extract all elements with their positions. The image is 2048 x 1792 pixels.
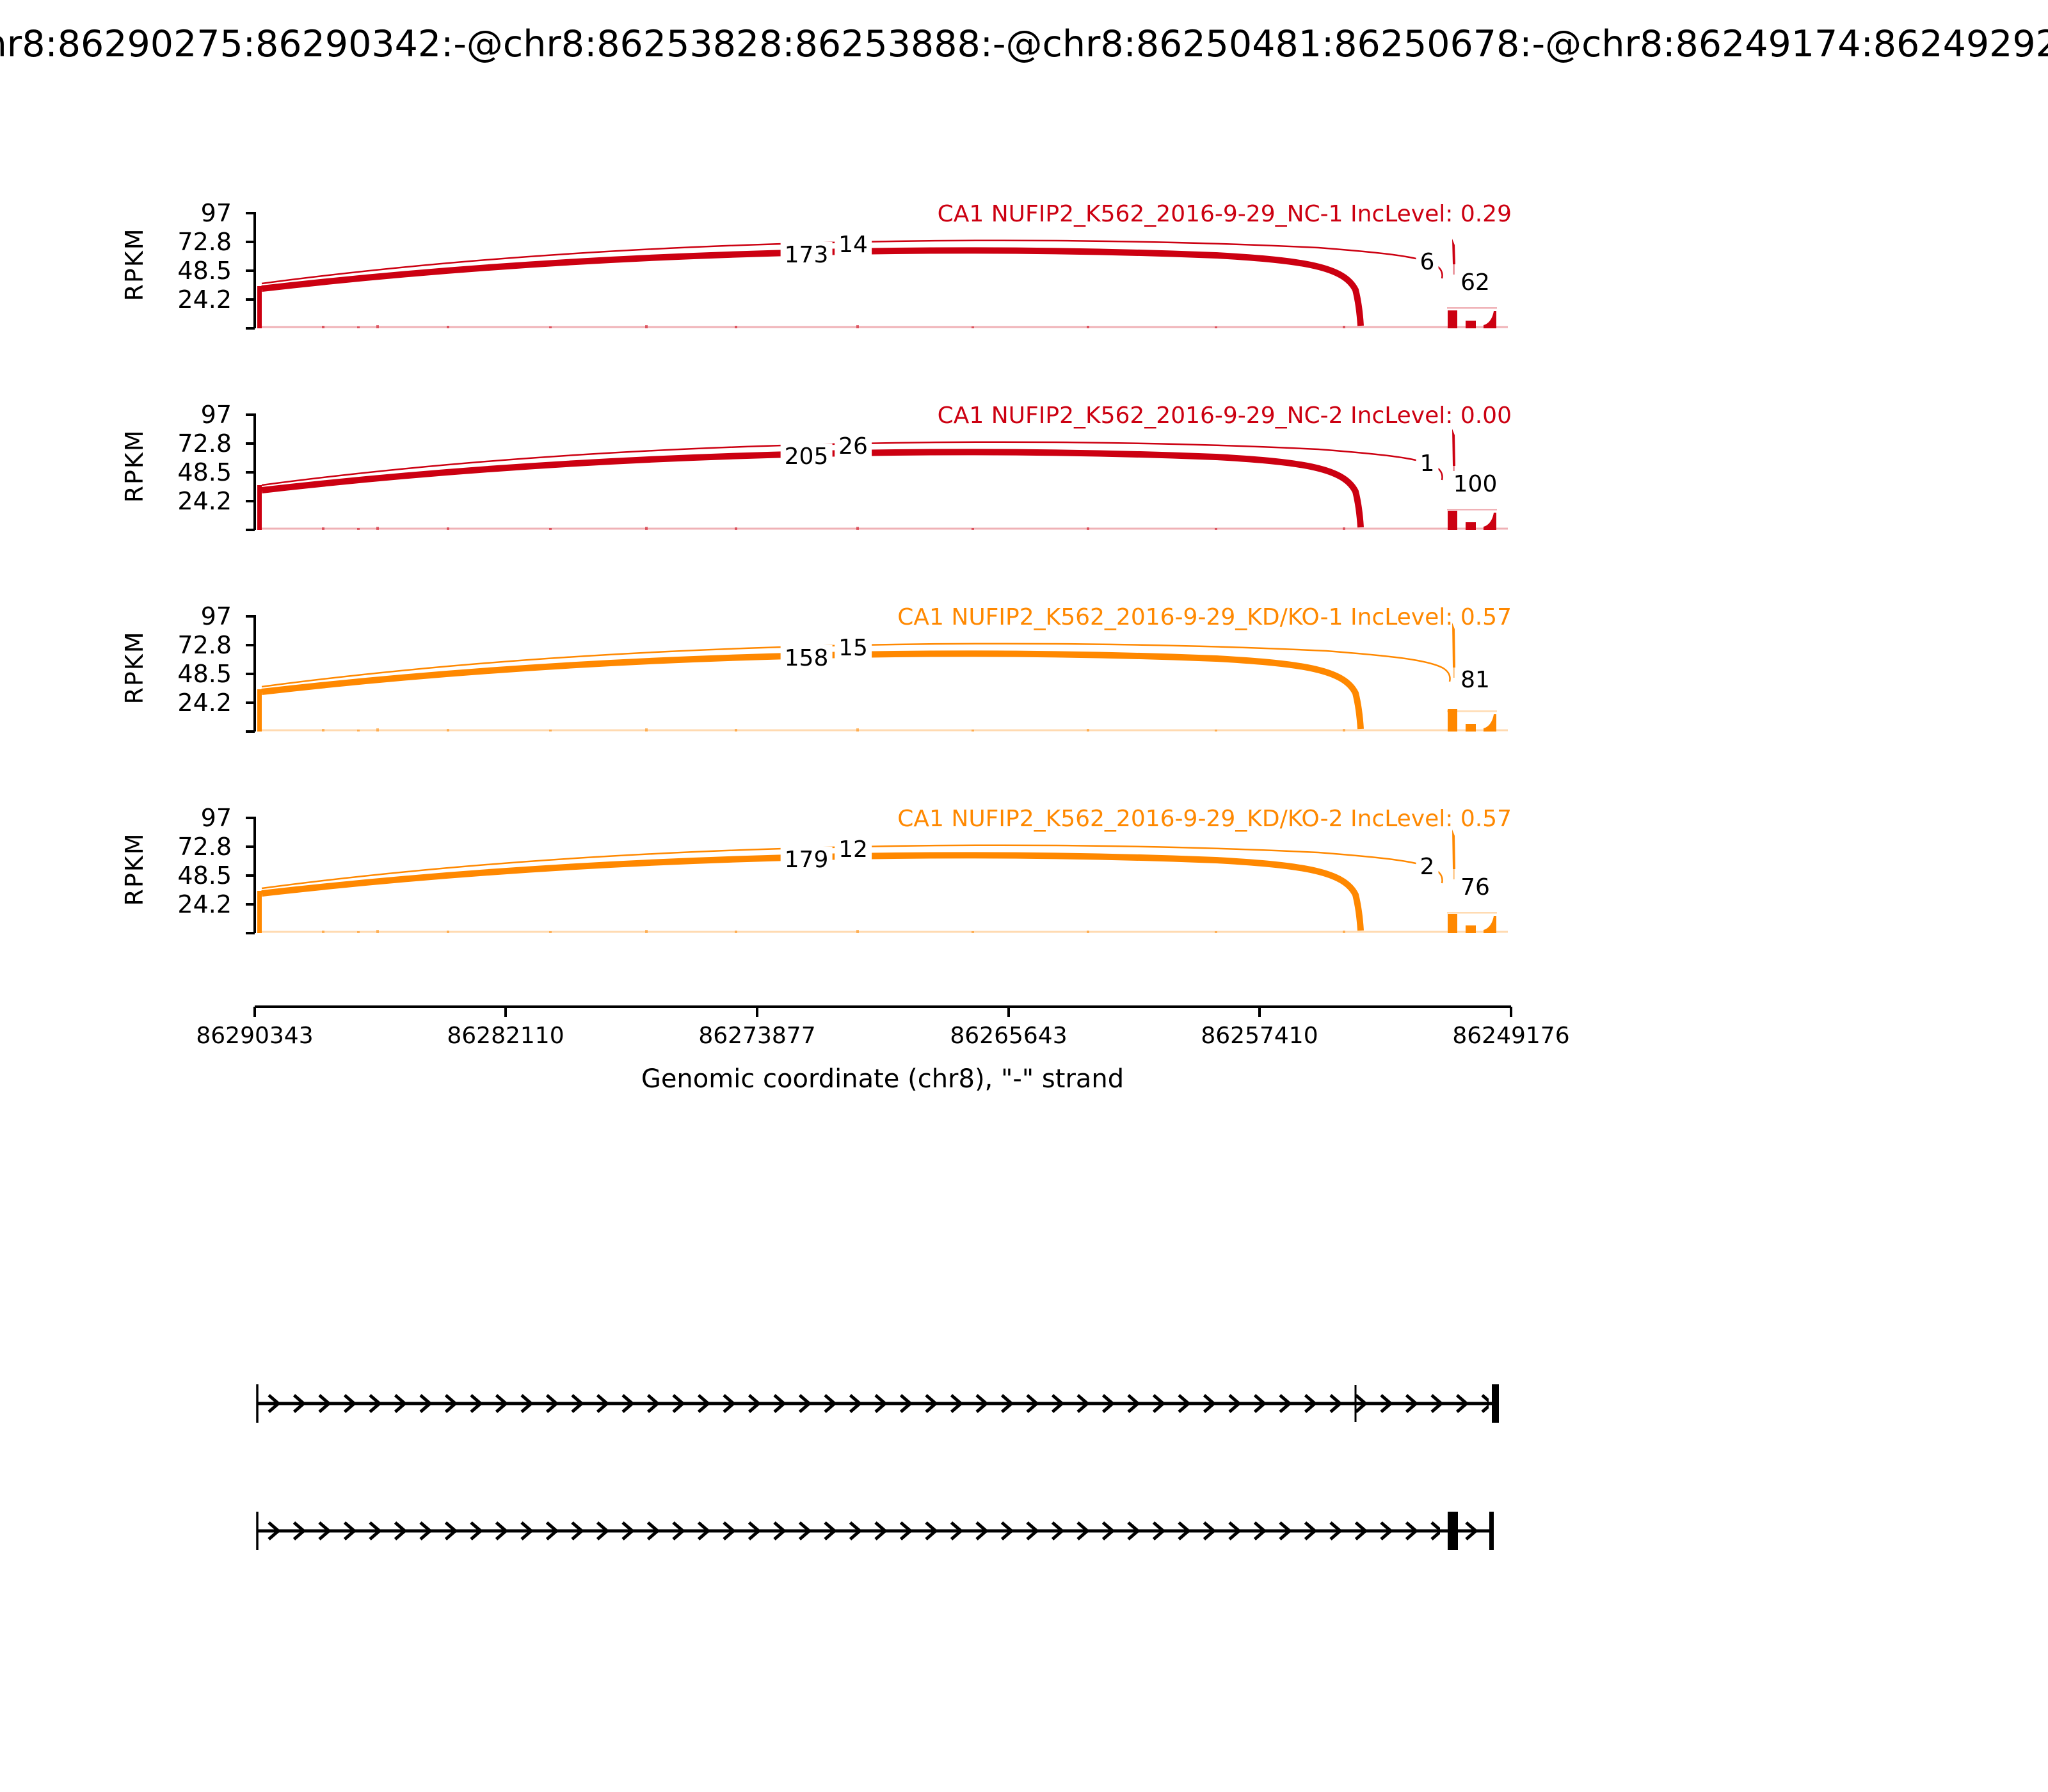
- track-4-skip-junction-arc: [261, 852, 1364, 931]
- track-1-small-exon-block: [1466, 321, 1476, 328]
- track-1-skip-junction-arc: [261, 247, 1364, 326]
- track-3-ytick-24.2: 24.2: [177, 689, 232, 717]
- track-2-right-mini-arc: [1484, 513, 1496, 530]
- track-2-exon-spike: [1452, 429, 1455, 466]
- track-2-count-inclusion-left: 26: [835, 433, 872, 460]
- track-2-skip-junction-arc: [261, 449, 1364, 528]
- track-3-right-mini-arc: [1484, 714, 1496, 732]
- track-4-count-inclusion-right: 2: [1416, 854, 1439, 881]
- track-4-right-mini-arc: [1484, 916, 1496, 933]
- track-4-y-axis: [246, 817, 256, 934]
- track-2-noise: [322, 527, 1345, 530]
- track-1-ytick-48.5: 48.5: [177, 257, 232, 285]
- track-1-ytick-97: 97: [200, 199, 232, 227]
- track-1-title: CA1 NUFIP2_K562_2016-9-29_NC-1 IncLevel:…: [937, 201, 1512, 227]
- transcript-model-1: [256, 1384, 1499, 1423]
- transcript-1-end-exon: [1492, 1384, 1499, 1423]
- track-2-left-exon-coverage: [257, 485, 262, 530]
- xtick-86257410: 86257410: [1201, 1023, 1318, 1049]
- track-1-count-inclusion-left: 14: [835, 232, 872, 259]
- track-3-left-exon-coverage: [257, 689, 262, 732]
- track-4-ytick-97: 97: [200, 804, 232, 832]
- track-3-exon-spike-fade: [1453, 668, 1455, 678]
- track-2-count-right-junction: 100: [1449, 471, 1501, 498]
- track-2-graphics: [246, 413, 1508, 531]
- xtick-86273877: 86273877: [698, 1023, 816, 1049]
- track-3-inclusion-exon-block: [1448, 709, 1457, 732]
- track-2-ytick-48.5: 48.5: [177, 458, 232, 486]
- transcript-model-2: [256, 1512, 1494, 1550]
- track-2-small-exon-block: [1466, 522, 1476, 530]
- transcript-2-last-arrow: [1465, 1521, 1478, 1540]
- track-3-count-right-junction: 81: [1457, 667, 1494, 694]
- transcript-2-strand-arrows: [265, 1521, 1440, 1540]
- track-1-ytick-72.8: 72.8: [177, 228, 232, 256]
- track-1-inclusion-exon-block: [1448, 310, 1457, 328]
- xtick-86290343: 86290343: [196, 1023, 314, 1049]
- track-1-count-right-junction: 62: [1457, 269, 1494, 296]
- track-1-ytick-24.2: 24.2: [177, 285, 232, 314]
- track-4-ytick-24.2: 24.2: [177, 890, 232, 918]
- track-3-inclusion-junction-arc: [261, 643, 1451, 688]
- track-3-ytick-48.5: 48.5: [177, 660, 232, 688]
- track-4-small-exon-block: [1466, 925, 1476, 933]
- track-3-count-inclusion-left: 15: [835, 635, 872, 662]
- track-1-exon-spike: [1452, 239, 1455, 264]
- track-4-exon-spike-fade: [1453, 869, 1455, 879]
- track-1-right-mini-arc: [1484, 311, 1496, 328]
- track-3-skip-junction-arc: [261, 650, 1364, 730]
- track-2-inclusion-exon-block: [1448, 511, 1457, 530]
- track-1-noise: [322, 325, 1345, 328]
- track-2-count-inclusion-right: 1: [1416, 451, 1439, 477]
- transcript-1-strand-arrows: [265, 1394, 1489, 1413]
- track-4-exon-coverage-top: [1447, 912, 1497, 914]
- track-2-title: CA1 NUFIP2_K562_2016-9-29_NC-2 IncLevel:…: [937, 403, 1512, 429]
- figure-title: chr8:86290275:86290342:-@chr8:86253828:8…: [0, 23, 2048, 65]
- x-axis-label: Genomic coordinate (chr8), "-" strand: [641, 1064, 1124, 1094]
- track-4-ytick-72.8: 72.8: [177, 833, 232, 861]
- track-4-title: CA1 NUFIP2_K562_2016-9-29_KD/KO-2 IncLev…: [897, 806, 1512, 832]
- track-3-exon-spike: [1452, 623, 1455, 668]
- track-1-exon-coverage-top: [1447, 307, 1497, 309]
- track-3-small-exon-block: [1466, 724, 1476, 732]
- transcript-2-inclusion-exon: [1448, 1512, 1458, 1550]
- track-4-exon-spike: [1452, 829, 1455, 869]
- track-3-graphics: [246, 615, 1508, 733]
- track-2-ytick-24.2: 24.2: [177, 487, 232, 515]
- xtick-86249176: 86249176: [1452, 1023, 1570, 1049]
- xtick-86265643: 86265643: [950, 1023, 1068, 1049]
- track-2-ytick-72.8: 72.8: [177, 429, 232, 458]
- track-3-ytick-97: 97: [200, 602, 232, 630]
- track-3-title: CA1 NUFIP2_K562_2016-9-29_KD/KO-1 IncLev…: [897, 604, 1512, 630]
- track-2-ytick-97: 97: [200, 401, 232, 429]
- track-4-count-skip-junction: 179: [780, 847, 833, 874]
- track-4-count-right-junction: 76: [1457, 874, 1494, 901]
- track-3-ytick-72.8: 72.8: [177, 631, 232, 659]
- track-1-graphics: [246, 212, 1508, 330]
- xtick-86282110: 86282110: [447, 1023, 564, 1049]
- track-3-exon-coverage-top: [1447, 710, 1497, 712]
- x-axis: [253, 1005, 1512, 1017]
- track-3-count-skip-junction: 158: [780, 645, 833, 672]
- track-4-inclusion-exon-block: [1448, 914, 1457, 933]
- track-3-noise: [322, 728, 1345, 732]
- track-4-noise: [322, 930, 1345, 933]
- track-2-count-skip-junction: 205: [780, 444, 833, 470]
- track-1-count-skip-junction: 173: [780, 242, 833, 269]
- track-4-left-exon-coverage: [257, 891, 262, 933]
- track-3-y-axis: [246, 615, 256, 733]
- track-1-y-axis: [246, 212, 256, 330]
- track-4-ytick-48.5: 48.5: [177, 861, 232, 890]
- track-4-count-inclusion-left: 12: [835, 836, 872, 863]
- track-2-exon-coverage-top: [1447, 509, 1497, 511]
- track-1-count-inclusion-right: 6: [1416, 249, 1439, 276]
- track-1-left-exon-coverage: [257, 286, 262, 328]
- track-2-y-axis: [246, 413, 256, 531]
- track-4-graphics: [246, 817, 1508, 934]
- track-1-exon-spike-fade: [1453, 264, 1455, 275]
- transcript-2-end-bar: [1489, 1512, 1494, 1550]
